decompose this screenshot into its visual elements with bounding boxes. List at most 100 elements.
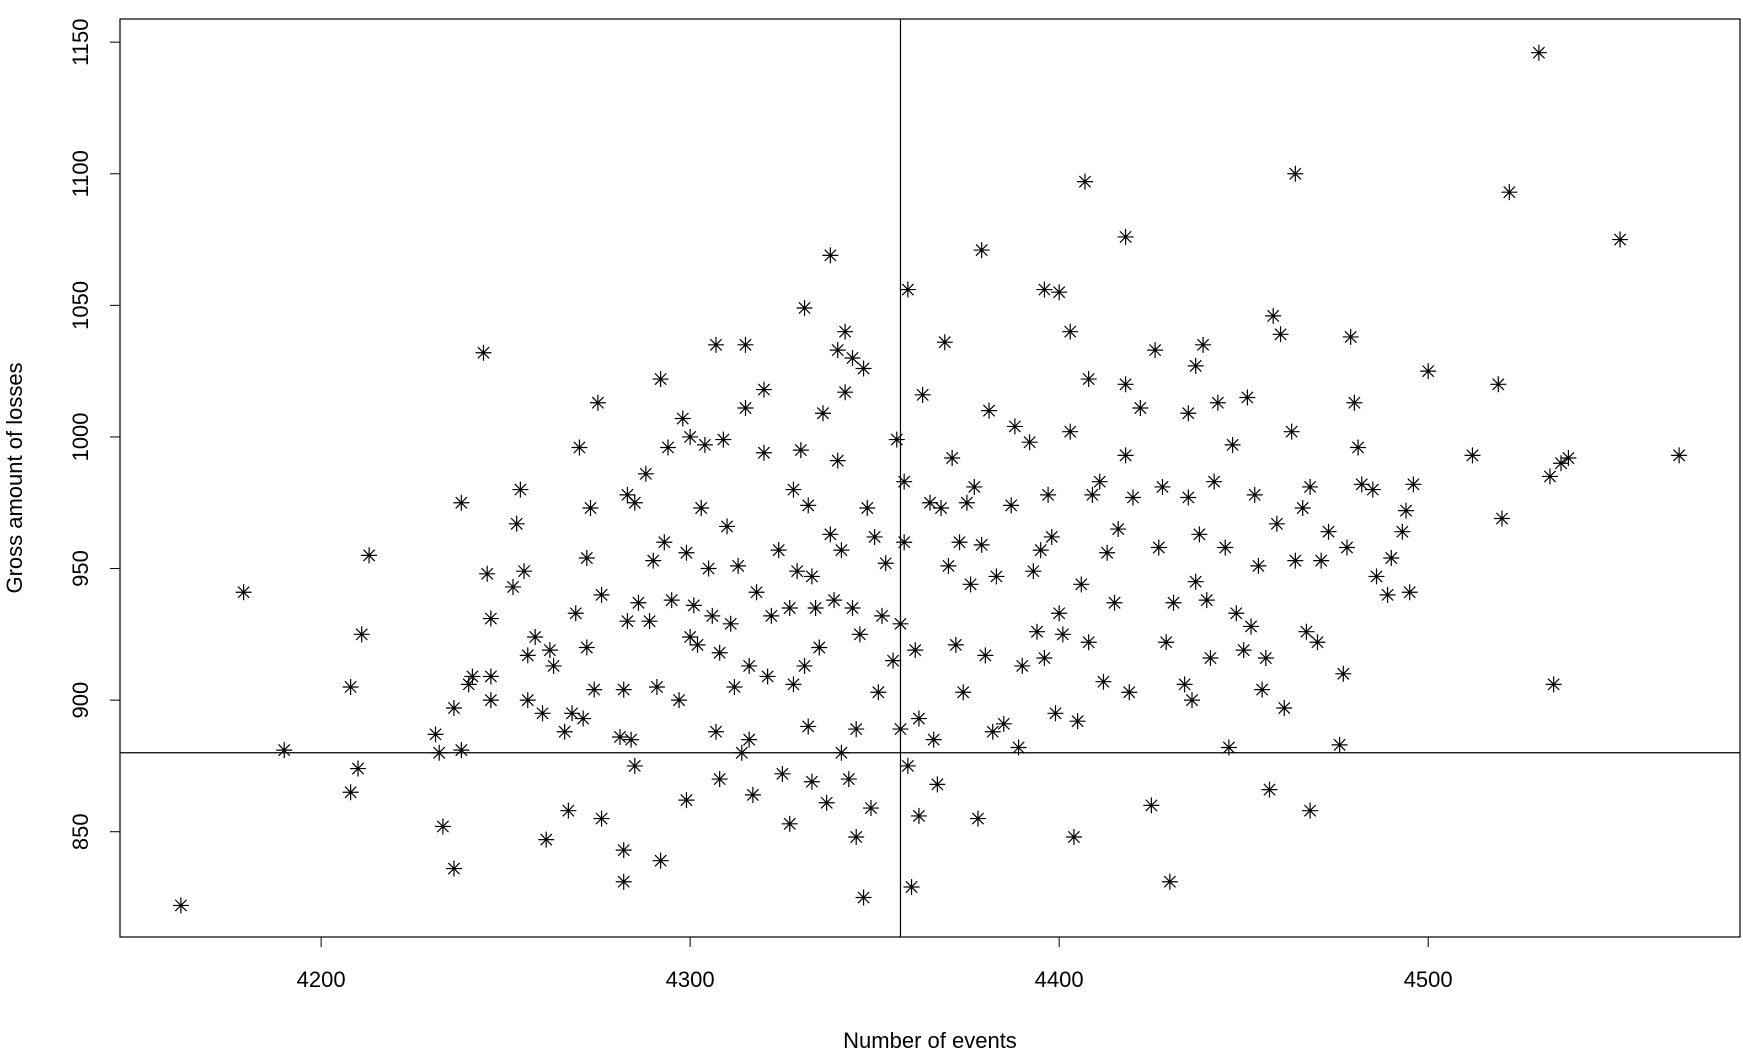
point [637,465,654,482]
point [837,323,854,340]
point [704,607,721,624]
point [844,600,861,617]
point [837,384,854,401]
point [1346,394,1363,411]
point [770,542,787,559]
point [342,678,359,695]
point [1051,284,1068,301]
point [796,657,813,674]
point [1383,550,1400,567]
point [1091,473,1108,490]
point [951,534,968,551]
x-tick-label: 4300 [666,967,715,992]
point [1147,342,1164,359]
point [1541,468,1558,485]
point [630,594,647,611]
point [1065,828,1082,845]
point [645,552,662,569]
point [862,800,879,817]
point [615,681,632,698]
point [527,628,544,645]
point [800,497,817,514]
point [1121,684,1138,701]
point [431,744,448,761]
point [840,771,857,788]
point [844,349,861,366]
point [1364,481,1381,498]
point [899,281,916,298]
point [1195,336,1212,353]
y-axis-label: Gross amount of losses [2,362,27,593]
point [1331,736,1348,753]
point [896,473,913,490]
point [1464,447,1481,464]
point [1338,539,1355,556]
point [818,794,835,811]
point [626,757,643,774]
point [755,444,772,461]
point [707,336,724,353]
point [519,647,536,664]
point [741,731,758,748]
point [929,776,946,793]
point [578,639,595,656]
point [781,600,798,617]
point [1261,781,1278,798]
point [1032,542,1049,559]
point [1176,676,1193,693]
point [1302,802,1319,819]
point [763,607,780,624]
point [1368,568,1385,585]
x-tick-label: 4400 [1035,967,1084,992]
point [925,731,942,748]
point [1161,873,1178,890]
point [538,831,555,848]
point [1124,489,1141,506]
point [652,371,669,388]
point [648,678,665,695]
y-tick-label: 950 [68,550,93,587]
point [1154,478,1171,495]
point [1220,739,1237,756]
point [567,605,584,622]
point [822,247,839,264]
point [593,810,610,827]
point [1294,500,1311,517]
point [811,639,828,656]
point [593,586,610,603]
point [896,534,913,551]
point [822,526,839,543]
point [796,299,813,316]
point [516,563,533,580]
point [586,681,603,698]
point [1272,326,1289,343]
point [1187,573,1204,590]
point [977,647,994,664]
point [1099,544,1116,561]
point [1080,371,1097,388]
point [1047,705,1064,722]
point [1209,394,1226,411]
point [1250,557,1267,574]
point [1243,618,1260,635]
point [759,668,776,685]
point [1309,634,1326,651]
y-tick-label: 1050 [68,281,93,330]
point [693,500,710,517]
point [848,721,865,738]
x-tick-label: 4500 [1404,967,1453,992]
point [445,700,462,717]
point [940,557,957,574]
point [1206,473,1223,490]
point [711,771,728,788]
point [1025,563,1042,580]
point [1283,423,1300,440]
point [1202,650,1219,667]
point [353,626,370,643]
point [1021,434,1038,451]
point [958,494,975,511]
point [719,518,736,535]
point [781,815,798,832]
point [582,500,599,517]
